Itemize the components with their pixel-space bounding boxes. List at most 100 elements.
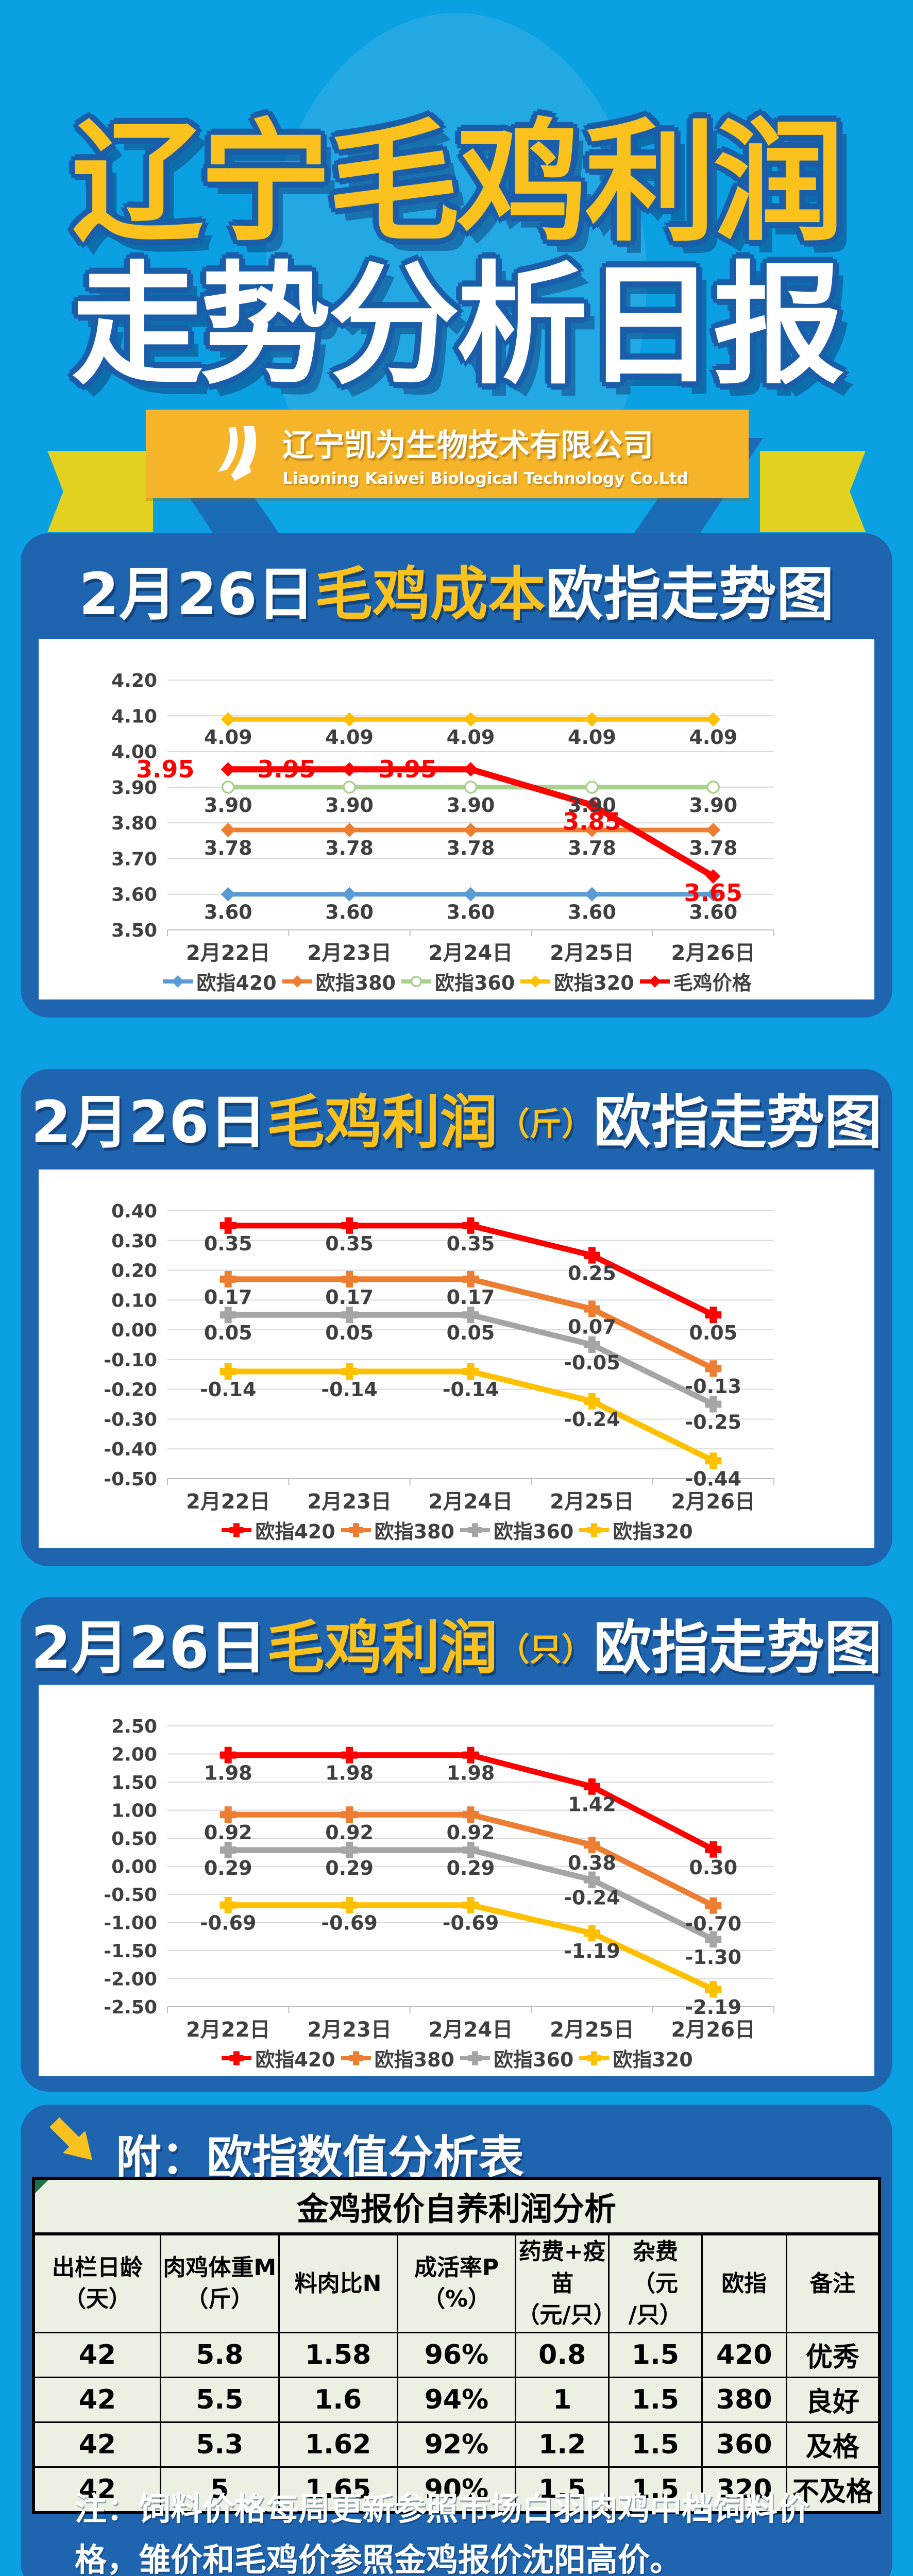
table-header-cell: 料肉比N xyxy=(278,2233,398,2333)
svg-text:3.70: 3.70 xyxy=(111,849,157,870)
data-label: 3.60 xyxy=(689,901,737,924)
data-label: 0.05 xyxy=(204,1321,252,1344)
svg-text:2月23日: 2月23日 xyxy=(307,2018,392,2042)
svg-text:-2.50: -2.50 xyxy=(104,1997,157,2018)
legend-item: 毛鸡价格 xyxy=(638,967,752,995)
chart-title-part: 毛鸡利润 xyxy=(266,1089,498,1156)
excel-corner-artifact xyxy=(35,2180,48,2193)
data-label: 0.07 xyxy=(568,1316,616,1338)
svg-text:2月23日: 2月23日 xyxy=(307,941,392,965)
legend-label: 欧指420 xyxy=(255,2048,335,2071)
legend-label: 欧指360 xyxy=(494,2048,574,2071)
svg-text:0.50: 0.50 xyxy=(111,1828,157,1850)
svg-text:-0.20: -0.20 xyxy=(104,1380,157,1401)
svg-text:4.00: 4.00 xyxy=(111,742,157,763)
data-label: 3.95 xyxy=(136,755,195,783)
table-cell: 不及格 xyxy=(785,2466,881,2514)
ribbon-tail-right xyxy=(760,451,866,532)
data-label: -0.14 xyxy=(443,1378,499,1401)
table-cell: 420 xyxy=(701,2331,787,2378)
legend-marker-icon xyxy=(341,1522,371,1537)
table-cell: 1.5 xyxy=(608,2376,703,2423)
data-label: 3.78 xyxy=(447,837,495,859)
data-label: 4.09 xyxy=(689,726,737,749)
legend-item: 欧指420 xyxy=(220,1516,335,1544)
legend-label: 欧指320 xyxy=(554,972,634,994)
chart-legend: 欧指420 欧指380 欧指360 欧指320 毛鸡价格 xyxy=(39,967,874,995)
legend-marker-icon xyxy=(460,2050,490,2065)
table-cell: 42 xyxy=(32,2331,161,2378)
table-cell: 360 xyxy=(701,2421,787,2468)
table-cell: 5.8 xyxy=(159,2331,280,2378)
data-label: -0.69 xyxy=(200,1912,257,1935)
ribbon-tail-left xyxy=(47,451,153,532)
table-cell: 1.5 xyxy=(608,2466,703,2514)
svg-text:-0.50: -0.50 xyxy=(104,1469,157,1490)
legend-label: 欧指380 xyxy=(374,1520,454,1543)
legend-label: 欧指380 xyxy=(315,972,396,994)
data-label: 1.98 xyxy=(204,1762,252,1785)
data-label: 0.25 xyxy=(568,1262,616,1285)
table-cell: 42 xyxy=(32,2466,161,2514)
chart-title-part: 2月26日 xyxy=(31,1089,267,1156)
legend-marker-icon xyxy=(282,975,312,988)
chart-title-profit-jin: 2月26日毛鸡利润（斤）欧指走势图 xyxy=(21,1090,892,1156)
svg-text:1.00: 1.00 xyxy=(111,1801,157,1822)
legend-label: 欧指320 xyxy=(613,2048,693,2071)
data-label: 1.98 xyxy=(447,1762,495,1785)
table-cell: 1.62 xyxy=(278,2421,398,2468)
data-label: 3.90 xyxy=(447,794,495,817)
data-label: -0.44 xyxy=(685,1467,742,1490)
data-label: 0.92 xyxy=(447,1821,495,1844)
svg-text:0.00: 0.00 xyxy=(111,1857,157,1878)
data-label: 3.60 xyxy=(204,901,252,924)
page-title-line2: 走势分析日报 xyxy=(71,249,844,402)
note-text: 注：饲料价格每周更新参照市场白羽肉鸡中档饲料价格，雏价和毛鸡价参照金鸡报价沈阳高… xyxy=(75,2490,810,2576)
company-name-block: 辽宁凯为生物技术有限公司 Liaoning Kaiwei Biological … xyxy=(282,420,688,488)
chart-title-part: 欧指走势图 xyxy=(545,561,834,628)
data-label: -1.19 xyxy=(564,1940,620,1962)
data-label: -0.14 xyxy=(321,1378,378,1401)
data-label: -0.69 xyxy=(443,1912,499,1935)
table-cell: 1.6 xyxy=(278,2376,398,2423)
data-label: 4.09 xyxy=(325,726,374,749)
legend-item: 欧指360 xyxy=(459,2044,573,2072)
data-label: 0.35 xyxy=(204,1232,252,1255)
data-label: -0.69 xyxy=(321,1912,378,1935)
table-cell: 1.5 xyxy=(515,2466,610,2514)
data-label: 4.09 xyxy=(568,726,616,749)
legend-label: 欧指320 xyxy=(613,1520,693,1543)
table-cell: 1 xyxy=(515,2376,610,2423)
svg-text:2.50: 2.50 xyxy=(111,1716,157,1737)
table-title-row: 金鸡报价自养利润分析 xyxy=(32,2177,881,2235)
legend-item: 欧指380 xyxy=(281,967,396,995)
svg-text:-0.50: -0.50 xyxy=(104,1885,157,1906)
svg-text:3.50: 3.50 xyxy=(111,920,157,941)
svg-text:2月26日: 2月26日 xyxy=(671,941,756,965)
data-label: 4.09 xyxy=(447,726,495,749)
table-cell: 良好 xyxy=(785,2376,881,2423)
svg-text:2月26日: 2月26日 xyxy=(671,1490,756,1514)
legend-marker-icon xyxy=(639,975,670,988)
data-label: 0.17 xyxy=(204,1286,252,1309)
table-cell: 及格 xyxy=(785,2421,881,2468)
data-label: 0.38 xyxy=(568,1852,616,1874)
kaiwei-logo-icon xyxy=(217,426,257,481)
data-label: 0.29 xyxy=(325,1857,374,1879)
data-label: 3.78 xyxy=(204,837,252,859)
data-label: 3.60 xyxy=(447,901,495,924)
table-row: 42 5.8 1.58 96% 0.8 1.5 420 优秀 xyxy=(32,2331,881,2378)
data-label: -0.24 xyxy=(564,1408,620,1431)
analysis-panel: 附：欧指数值分析表 金鸡报价自养利润分析 出栏日龄 （天） 肉鸡体重M （斤） 料肉比N 成… xyxy=(21,2105,892,2576)
svg-text:0.30: 0.30 xyxy=(111,1231,157,1252)
legend-item: 欧指360 xyxy=(459,1516,573,1544)
data-label: 3.78 xyxy=(325,837,374,859)
table-cell: 1.58 xyxy=(278,2331,398,2378)
data-label: 3.90 xyxy=(325,794,374,817)
table-header-cell: 欧指 xyxy=(701,2233,787,2333)
table-title: 金鸡报价自养利润分析 xyxy=(32,2177,881,2235)
legend-marker-icon xyxy=(222,2050,252,2065)
data-label: 3.90 xyxy=(568,794,616,817)
legend-marker-icon xyxy=(520,975,551,988)
svg-text:0.00: 0.00 xyxy=(111,1320,157,1341)
